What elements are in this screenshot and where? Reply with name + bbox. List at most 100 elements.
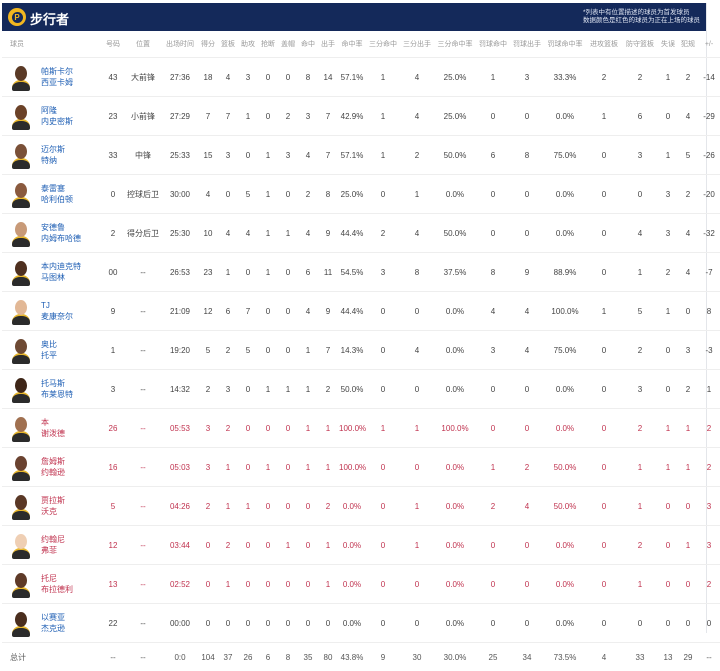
- column-header[interactable]: +/-: [698, 31, 720, 58]
- column-header[interactable]: 三分命中: [366, 31, 400, 58]
- column-header[interactable]: 号码: [102, 31, 124, 58]
- column-header[interactable]: 盖帽: [278, 31, 298, 58]
- player-avatar[interactable]: [11, 142, 31, 168]
- player-name-link[interactable]: 本谢泼德: [41, 417, 65, 439]
- player-name-link[interactable]: 詹姆斯约翰逊: [41, 456, 65, 478]
- stat-19: 0: [658, 604, 678, 643]
- player-name-link[interactable]: 迈尔斯特纳: [41, 144, 65, 166]
- stat-13: 0.0%: [434, 175, 476, 214]
- stat-6: 1: [258, 136, 278, 175]
- stat-0: 3: [102, 370, 124, 409]
- player-name-link[interactable]: 托尼布拉德利: [41, 573, 73, 595]
- column-header[interactable]: 罚球出手: [510, 31, 544, 58]
- column-header[interactable]: 出场时间: [162, 31, 198, 58]
- stat-17: 0: [586, 331, 622, 370]
- total-stat-3: 104: [198, 643, 218, 671]
- column-header[interactable]: 篮板: [218, 31, 238, 58]
- column-header[interactable]: 三分命中率: [434, 31, 476, 58]
- stat-3: 2: [198, 370, 218, 409]
- column-header[interactable]: 防守篮板: [622, 31, 658, 58]
- player-avatar[interactable]: [11, 454, 31, 480]
- player-avatar[interactable]: [11, 259, 31, 285]
- stat-11: 0: [366, 487, 400, 526]
- stat-18: 2: [622, 526, 658, 565]
- stat-2: 14:32: [162, 370, 198, 409]
- team-name: 步行者: [30, 9, 69, 28]
- player-avatar[interactable]: [11, 337, 31, 363]
- stat-2: 26:53: [162, 253, 198, 292]
- stat-14: 1: [476, 58, 510, 97]
- column-header[interactable]: 出手: [318, 31, 338, 58]
- player-avatar[interactable]: [11, 610, 31, 636]
- stat-8: 1: [298, 331, 318, 370]
- column-header[interactable]: 助攻: [238, 31, 258, 58]
- total-stat-20: 29: [678, 643, 698, 671]
- stat-13: 0.0%: [434, 448, 476, 487]
- player-name-link[interactable]: 奥比托平: [41, 339, 57, 361]
- player-avatar[interactable]: [11, 493, 31, 519]
- column-header[interactable]: 得分: [198, 31, 218, 58]
- stat-21: -20: [698, 175, 720, 214]
- column-header[interactable]: 犯规: [678, 31, 698, 58]
- column-header[interactable]: 三分出手: [400, 31, 434, 58]
- player-avatar[interactable]: [11, 220, 31, 246]
- player-avatar[interactable]: [11, 181, 31, 207]
- column-header[interactable]: 命中: [298, 31, 318, 58]
- stat-6: 0: [258, 565, 278, 604]
- column-header[interactable]: 罚球命中: [476, 31, 510, 58]
- player-name-link[interactable]: 帕斯卡尔西亚卡姆: [41, 66, 73, 88]
- stat-1: --: [124, 604, 162, 643]
- stat-19: 0: [658, 97, 678, 136]
- player-avatar[interactable]: [11, 571, 31, 597]
- stat-3: 10: [198, 214, 218, 253]
- total-stat-7: 8: [278, 643, 298, 671]
- player-name-link[interactable]: 安德鲁内姆布哈德: [41, 222, 81, 244]
- player-avatar[interactable]: [11, 532, 31, 558]
- stat-13: 0.0%: [434, 370, 476, 409]
- stat-8: 0: [298, 604, 318, 643]
- stat-14: 2: [476, 487, 510, 526]
- stat-6: 1: [258, 448, 278, 487]
- player-last-name: 马图林: [41, 272, 81, 283]
- stat-2: 02:52: [162, 565, 198, 604]
- column-header[interactable]: 球员: [2, 31, 102, 58]
- stat-3: 23: [198, 253, 218, 292]
- stat-0: 43: [102, 58, 124, 97]
- player-first-name: 奥比: [41, 339, 57, 350]
- stat-17: 1: [586, 292, 622, 331]
- total-stat-0: --: [102, 643, 124, 671]
- player-avatar[interactable]: [11, 103, 31, 129]
- player-cell: 约翰尼弗菲: [3, 532, 101, 558]
- player-name-link[interactable]: 以赛亚杰克逊: [41, 612, 65, 634]
- player-avatar[interactable]: [11, 64, 31, 90]
- stat-21: -32: [698, 214, 720, 253]
- stat-2: 19:20: [162, 331, 198, 370]
- player-name-link[interactable]: 泰雷塞哈利伯顿: [41, 183, 73, 205]
- column-header[interactable]: 抢断: [258, 31, 278, 58]
- stat-18: 0: [622, 604, 658, 643]
- player-name-link[interactable]: 贾拉斯沃克: [41, 495, 65, 517]
- stat-14: 0: [476, 175, 510, 214]
- stat-3: 15: [198, 136, 218, 175]
- stat-17: 1: [586, 97, 622, 136]
- column-header[interactable]: 命中率: [338, 31, 366, 58]
- stat-7: 0: [278, 292, 298, 331]
- column-header[interactable]: 失误: [658, 31, 678, 58]
- player-avatar[interactable]: [11, 376, 31, 402]
- total-stat-18: 33: [622, 643, 658, 671]
- player-name-link[interactable]: 托马斯布莱恩特: [41, 378, 73, 400]
- column-header[interactable]: 位置: [124, 31, 162, 58]
- player-stats-table: 球员号码位置出场时间得分篮板助攻抢断盖帽命中出手命中率三分命中三分出手三分命中率…: [2, 31, 720, 671]
- column-header[interactable]: 进攻篮板: [586, 31, 622, 58]
- stat-1: --: [124, 448, 162, 487]
- column-header[interactable]: 罚球命中率: [544, 31, 586, 58]
- player-avatar[interactable]: [11, 415, 31, 441]
- player-avatar[interactable]: [11, 298, 31, 324]
- player-name-link[interactable]: 阿隆内史密斯: [41, 105, 73, 127]
- player-name-link[interactable]: 本内迪克特马图林: [41, 261, 81, 283]
- stat-21: -26: [698, 136, 720, 175]
- player-name-link[interactable]: 约翰尼弗菲: [41, 534, 65, 556]
